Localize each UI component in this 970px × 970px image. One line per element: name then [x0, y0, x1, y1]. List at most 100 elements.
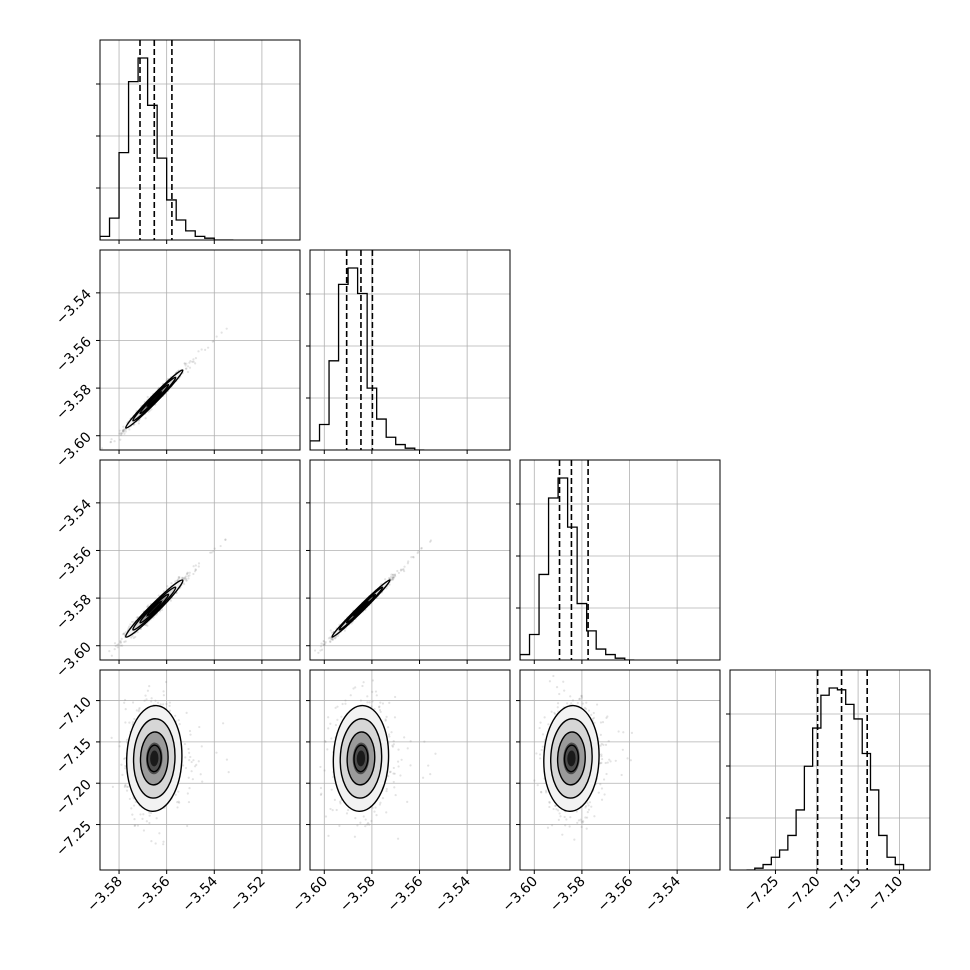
- scatter-point: [162, 694, 165, 697]
- histogram-step: [310, 267, 425, 450]
- scatter-point: [119, 641, 122, 644]
- scatter-point: [585, 827, 588, 830]
- scatter-point: [539, 790, 543, 793]
- scatter-point: [417, 550, 420, 553]
- scatter-point: [423, 740, 426, 743]
- scatter-point: [362, 681, 365, 684]
- scatter-point: [97, 662, 99, 664]
- scatter-point: [121, 430, 125, 433]
- scatter-point: [539, 721, 542, 724]
- panel-frame: [309, 459, 511, 661]
- scatter-point: [319, 793, 323, 797]
- scatter-point: [188, 787, 191, 790]
- scatter-point: [394, 575, 397, 578]
- scatter-point: [185, 579, 188, 582]
- hist-grid: [100, 40, 300, 240]
- x-tick-label: −3.56: [385, 873, 427, 915]
- scatter-point: [368, 701, 371, 704]
- scatter-point: [390, 573, 393, 576]
- scatter-point: [108, 650, 111, 653]
- scatter-point: [183, 362, 186, 365]
- scatter-point: [197, 562, 201, 565]
- scatter-point: [162, 843, 165, 846]
- scatter-point: [116, 643, 119, 647]
- scatter-point: [147, 604, 150, 607]
- scatter-point: [578, 697, 582, 700]
- scatter-point: [123, 428, 126, 432]
- scatter-point: [434, 752, 437, 755]
- scatter-point: [338, 800, 342, 803]
- scatter-point: [568, 825, 571, 828]
- scatter-point: [150, 700, 153, 703]
- scatter-point: [330, 737, 333, 740]
- scatter-point: [587, 808, 591, 811]
- scatter-point: [183, 582, 186, 586]
- scatter-point: [389, 577, 392, 580]
- panel-frame: [99, 249, 301, 451]
- scatter-point: [540, 791, 543, 794]
- scatter-point: [327, 716, 330, 719]
- scatter-point: [119, 639, 122, 643]
- x-tick-label: −3.56: [595, 873, 637, 915]
- scatter-point: [381, 796, 385, 800]
- scatter-point: [157, 594, 160, 597]
- scatter-point: [118, 740, 121, 744]
- scatter-point: [630, 731, 634, 734]
- scatter-point: [158, 832, 161, 835]
- scatter-point: [557, 818, 560, 821]
- scatter-point: [366, 701, 369, 704]
- scatter-point: [184, 364, 187, 367]
- scatter-point: [334, 723, 338, 727]
- scatter-point: [194, 356, 198, 360]
- scatter-point: [552, 674, 555, 678]
- contour-line: [125, 704, 183, 813]
- scatter-point: [194, 564, 197, 567]
- scatter-point: [164, 680, 168, 684]
- scatter-point: [176, 801, 179, 804]
- scatter-point: [538, 726, 541, 730]
- scatter-point: [420, 547, 423, 550]
- scatter-point: [187, 575, 190, 578]
- scatter-grid: [100, 250, 300, 450]
- scatter-point: [121, 429, 125, 432]
- scatter-point: [581, 702, 584, 705]
- scatter-panel-4-1: [96, 669, 301, 874]
- scatter-point: [160, 608, 163, 611]
- scatter-point: [186, 792, 189, 795]
- scatter-point: [183, 576, 187, 579]
- y-tick-label: −3.54: [53, 286, 95, 328]
- scatter-point: [119, 433, 123, 437]
- scatter-point: [178, 801, 181, 804]
- scatter-point: [368, 823, 371, 826]
- scatter-point: [113, 642, 117, 645]
- scatter-point: [188, 729, 192, 733]
- scatter-point: [607, 739, 610, 743]
- scatter-point: [397, 748, 400, 751]
- scatter-point: [177, 578, 180, 581]
- scatter-point: [327, 727, 330, 730]
- scatter-point: [110, 438, 113, 441]
- scatter-point: [403, 565, 406, 568]
- scatter-point: [548, 680, 552, 683]
- scatter-point: [412, 556, 415, 559]
- scatter-point: [409, 740, 412, 743]
- scatter-point: [387, 577, 391, 580]
- scatter-point: [340, 715, 343, 718]
- scatter-point: [620, 773, 623, 777]
- scatter-point: [626, 757, 629, 760]
- scatter-point: [125, 789, 129, 792]
- scatter-point: [122, 430, 125, 433]
- scatter-point: [145, 820, 148, 823]
- scatter-point: [399, 569, 403, 572]
- scatter-point: [150, 697, 153, 700]
- scatter-point: [324, 641, 327, 644]
- scatter-point: [587, 709, 591, 712]
- scatter-point: [125, 738, 129, 741]
- panel-frame: [99, 39, 301, 241]
- scatter-point: [370, 705, 373, 708]
- x-tick-label: −3.58: [547, 874, 589, 916]
- contour-line: [338, 586, 384, 631]
- scatter-point: [119, 644, 122, 647]
- scatter-point: [364, 825, 367, 828]
- scatter-point: [118, 432, 121, 435]
